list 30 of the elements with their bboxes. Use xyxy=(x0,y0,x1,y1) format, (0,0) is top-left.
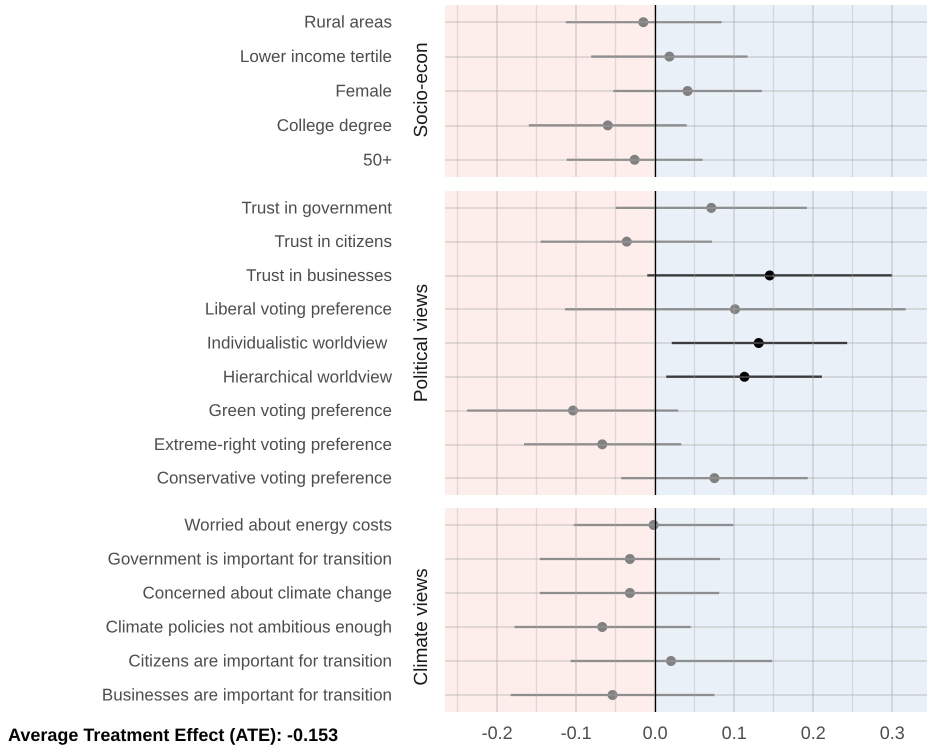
x-tick-label: 0.0 xyxy=(642,723,668,743)
y-tick-label: Climate policies not ambitious enough xyxy=(106,618,392,636)
y-tick-label: Government is important for transition xyxy=(108,550,392,568)
y-tick-label: Rural areas xyxy=(304,12,392,32)
y-tick-label: College degree xyxy=(276,116,392,135)
y-tick-label: Worried about energy costs xyxy=(184,516,392,534)
y-tick-label: Citizens are important for transition xyxy=(128,652,392,670)
y-tick-label: Green voting preference xyxy=(208,401,392,420)
y-tick-label: Businesses are important for transition xyxy=(102,686,392,704)
x-tick-label: -0.2 xyxy=(482,723,513,743)
y-axis-title: Socio-econ xyxy=(411,42,432,138)
y-tick-label: Hierarchical worldview xyxy=(222,367,393,386)
x-tick-label: -0.1 xyxy=(560,723,592,743)
y-axis-title: Climate views xyxy=(411,568,432,686)
x-tick-label: 0.3 xyxy=(880,723,905,743)
y-tick-label: Female xyxy=(335,82,392,100)
y-tick-label: Liberal voting preference xyxy=(204,300,392,319)
y-tick-label: Extreme-right voting preference xyxy=(154,434,392,454)
x-tick-label: 0.2 xyxy=(800,723,826,743)
x-tick-label: 0.1 xyxy=(722,723,747,743)
y-tick-label: Trust in citizens xyxy=(274,232,392,252)
y-tick-label: 50+ xyxy=(363,150,392,170)
y-tick-label: Lower income tertile xyxy=(240,47,392,66)
y-tick-label: Individualistic worldview xyxy=(206,334,392,352)
y-tick-label: Concerned about climate change xyxy=(142,584,392,602)
y-tick-label: Trust in government xyxy=(241,198,392,218)
y-axis-title: Political views xyxy=(411,284,432,402)
y-tick-label: Trust in businesses xyxy=(246,266,392,285)
y-tick-label: Conservative voting preference xyxy=(156,468,392,488)
text: Average Treatment Effect (ATE): -0.153 xyxy=(8,725,338,745)
